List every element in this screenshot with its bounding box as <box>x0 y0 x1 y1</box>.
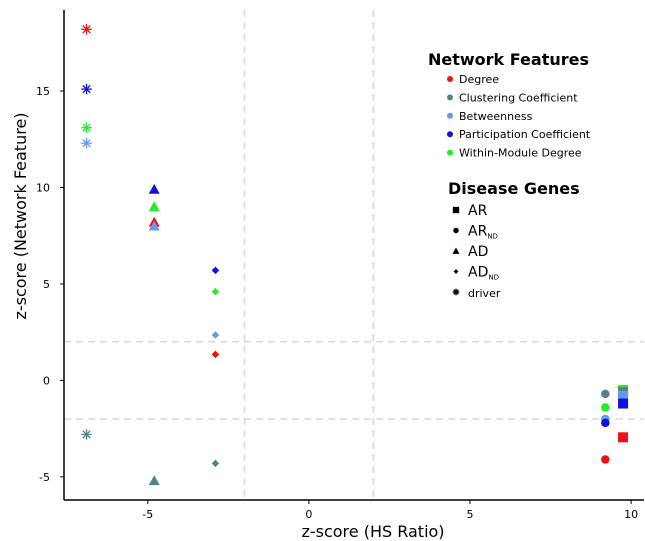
data-point-ar-nd-degree <box>601 455 610 464</box>
y-ticks: -5 0 5 10 15 <box>36 85 64 484</box>
legend-label-participation: Participation Coefficient <box>459 128 591 141</box>
data-point-ar-nd-within <box>601 403 610 412</box>
gene-legend: Disease Genes AR ARND AD ADND driver <box>448 179 580 300</box>
data-point-ar-nd-clustering <box>601 389 610 399</box>
data-point-ad-clustering <box>148 475 160 486</box>
data-point-driver-participation <box>81 83 92 95</box>
legend-swatch-participation <box>447 131 453 138</box>
y-tick-label: -5 <box>39 471 50 484</box>
legend-swatch-betweenness <box>447 112 453 119</box>
feature-legend-title: Network Features <box>428 50 589 69</box>
feature-legend: Network Features Degree Clustering Coeffi… <box>428 50 591 160</box>
x-axis-title: z-score (HS Ratio) <box>301 522 444 541</box>
x-tick-label: 10 <box>624 508 638 521</box>
legend-label-ar: AR <box>468 203 488 219</box>
y-tick-label: 10 <box>36 181 50 194</box>
data-point-ar-nd-participation <box>601 418 610 428</box>
data-point-ad-nd-betweenness <box>211 331 220 339</box>
legend-swatch-within <box>447 149 453 156</box>
y-tick-label: 5 <box>43 278 50 291</box>
legend-swatch-clustering <box>447 94 453 101</box>
y-tick-label: 0 <box>43 374 50 387</box>
data-point-ad-nd-within <box>211 287 220 296</box>
data-point-ar-degree <box>618 432 629 443</box>
legend-marker-ad-nd <box>453 269 459 274</box>
data-point-driver-degree <box>81 24 92 35</box>
legend-marker-ar-nd <box>453 227 459 234</box>
legend-label-driver: driver <box>468 287 501 300</box>
data-point-ad-nd-degree <box>211 350 220 359</box>
data-point-ar-participation <box>618 398 629 409</box>
x-tick-label: 5 <box>467 508 474 521</box>
legend-marker-ad <box>452 247 460 254</box>
data-point-ad-within <box>148 201 160 212</box>
reference-lines <box>64 10 644 500</box>
legend-swatch-degree <box>447 76 453 82</box>
legend-label-ad: AD <box>468 244 488 260</box>
y-axis-title: z-score (Network Feature) <box>11 112 30 319</box>
axes <box>63 10 644 501</box>
data-point-ad-participation <box>148 183 160 194</box>
legend-label-ar-nd: ARND <box>468 224 498 241</box>
legend-label-within: Within-Module Degree <box>459 147 582 160</box>
legend-label-clustering: Clustering Coefficient <box>459 91 578 104</box>
data-point-driver-betweenness <box>81 137 92 149</box>
x-tick-label: -5 <box>142 508 153 521</box>
legend-label-degree: Degree <box>459 73 499 86</box>
data-point-ad-betweenness <box>148 220 160 231</box>
legend-marker-driver <box>452 288 460 296</box>
gene-legend-title: Disease Genes <box>448 179 580 198</box>
data-point-driver-within <box>81 122 92 133</box>
legend-marker-ar <box>452 206 460 214</box>
data-points <box>81 24 629 486</box>
legend-label-betweenness: Betweenness <box>459 110 533 123</box>
data-point-ar-betweenness <box>618 390 629 401</box>
x-tick-label: 0 <box>305 508 312 521</box>
x-ticks: -5 0 5 10 <box>142 500 638 521</box>
legend-label-ad-nd: ADND <box>468 265 499 282</box>
y-tick-label: 15 <box>36 85 50 98</box>
data-point-driver-clustering <box>81 429 92 440</box>
data-point-ad-nd-clustering <box>211 459 220 468</box>
data-point-ad-nd-participation <box>211 266 220 275</box>
